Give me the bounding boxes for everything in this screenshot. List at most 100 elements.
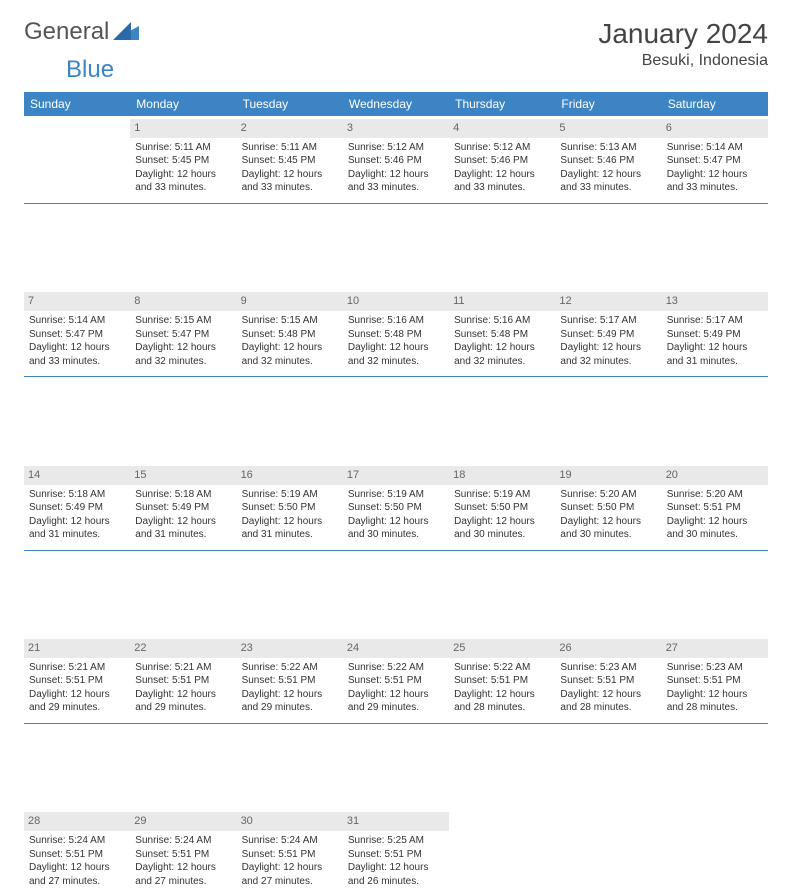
day-number: 13 bbox=[662, 292, 768, 311]
brand-text-1: General bbox=[24, 18, 109, 46]
week-row: 21Sunrise: 5:21 AMSunset: 5:51 PMDayligh… bbox=[24, 636, 768, 723]
sunset-line: Sunset: 5:47 PM bbox=[135, 328, 231, 342]
day-number: 17 bbox=[343, 466, 449, 485]
daylight-line: Daylight: 12 hours and 32 minutes. bbox=[135, 341, 231, 368]
sunset-line: Sunset: 5:45 PM bbox=[135, 154, 231, 168]
calendar-body: 1Sunrise: 5:11 AMSunset: 5:45 PMDaylight… bbox=[24, 116, 768, 896]
day-number: 30 bbox=[237, 812, 343, 831]
sunset-line: Sunset: 5:50 PM bbox=[454, 501, 550, 515]
calendar-head: SundayMondayTuesdayWednesdayThursdayFrid… bbox=[24, 92, 768, 116]
sunrise-line: Sunrise: 5:24 AM bbox=[29, 834, 125, 848]
day-cell: 3Sunrise: 5:12 AMSunset: 5:46 PMDaylight… bbox=[343, 116, 449, 203]
daylight-line: Daylight: 12 hours and 33 minutes. bbox=[242, 168, 338, 195]
day-cell: 23Sunrise: 5:22 AMSunset: 5:51 PMDayligh… bbox=[237, 636, 343, 723]
week-row: 7Sunrise: 5:14 AMSunset: 5:47 PMDaylight… bbox=[24, 289, 768, 376]
day-cell: 17Sunrise: 5:19 AMSunset: 5:50 PMDayligh… bbox=[343, 463, 449, 550]
daylight-line: Daylight: 12 hours and 29 minutes. bbox=[242, 688, 338, 715]
sunset-line: Sunset: 5:51 PM bbox=[135, 674, 231, 688]
brand-logo: General bbox=[24, 18, 139, 46]
day-number: 9 bbox=[237, 292, 343, 311]
sunrise-line: Sunrise: 5:11 AM bbox=[242, 141, 338, 155]
day-number: 31 bbox=[343, 812, 449, 831]
weekday-sunday: Sunday bbox=[24, 92, 130, 116]
day-cell: 22Sunrise: 5:21 AMSunset: 5:51 PMDayligh… bbox=[130, 636, 236, 723]
sunset-line: Sunset: 5:47 PM bbox=[667, 154, 763, 168]
sunrise-line: Sunrise: 5:22 AM bbox=[242, 661, 338, 675]
day-number: 8 bbox=[130, 292, 236, 311]
day-cell: 10Sunrise: 5:16 AMSunset: 5:48 PMDayligh… bbox=[343, 289, 449, 376]
sunset-line: Sunset: 5:51 PM bbox=[348, 674, 444, 688]
sunset-line: Sunset: 5:51 PM bbox=[667, 674, 763, 688]
day-number: 1 bbox=[130, 119, 236, 138]
day-cell: 4Sunrise: 5:12 AMSunset: 5:46 PMDaylight… bbox=[449, 116, 555, 203]
sunrise-line: Sunrise: 5:17 AM bbox=[667, 314, 763, 328]
sunrise-line: Sunrise: 5:19 AM bbox=[454, 488, 550, 502]
day-cell: 29Sunrise: 5:24 AMSunset: 5:51 PMDayligh… bbox=[130, 809, 236, 896]
sunrise-line: Sunrise: 5:15 AM bbox=[242, 314, 338, 328]
sunset-line: Sunset: 5:49 PM bbox=[135, 501, 231, 515]
day-number: 18 bbox=[449, 466, 555, 485]
day-cell: 15Sunrise: 5:18 AMSunset: 5:49 PMDayligh… bbox=[130, 463, 236, 550]
daylight-line: Daylight: 12 hours and 27 minutes. bbox=[242, 861, 338, 888]
day-cell: 21Sunrise: 5:21 AMSunset: 5:51 PMDayligh… bbox=[24, 636, 130, 723]
sunrise-line: Sunrise: 5:19 AM bbox=[242, 488, 338, 502]
sunset-line: Sunset: 5:51 PM bbox=[29, 674, 125, 688]
week-separator bbox=[24, 377, 768, 463]
day-number: 11 bbox=[449, 292, 555, 311]
sunrise-line: Sunrise: 5:17 AM bbox=[560, 314, 656, 328]
day-number: 14 bbox=[24, 466, 130, 485]
day-cell: 31Sunrise: 5:25 AMSunset: 5:51 PMDayligh… bbox=[343, 809, 449, 896]
weekday-thursday: Thursday bbox=[449, 92, 555, 116]
daylight-line: Daylight: 12 hours and 33 minutes. bbox=[348, 168, 444, 195]
daylight-line: Daylight: 12 hours and 29 minutes. bbox=[135, 688, 231, 715]
sunset-line: Sunset: 5:51 PM bbox=[242, 674, 338, 688]
day-cell: 28Sunrise: 5:24 AMSunset: 5:51 PMDayligh… bbox=[24, 809, 130, 896]
sunrise-line: Sunrise: 5:23 AM bbox=[560, 661, 656, 675]
sunset-line: Sunset: 5:51 PM bbox=[242, 848, 338, 862]
day-number: 7 bbox=[24, 292, 130, 311]
sunset-line: Sunset: 5:49 PM bbox=[667, 328, 763, 342]
day-number: 10 bbox=[343, 292, 449, 311]
sunset-line: Sunset: 5:50 PM bbox=[348, 501, 444, 515]
daylight-line: Daylight: 12 hours and 26 minutes. bbox=[348, 861, 444, 888]
day-cell: 5Sunrise: 5:13 AMSunset: 5:46 PMDaylight… bbox=[555, 116, 661, 203]
sunrise-line: Sunrise: 5:16 AM bbox=[348, 314, 444, 328]
day-cell: 27Sunrise: 5:23 AMSunset: 5:51 PMDayligh… bbox=[662, 636, 768, 723]
day-cell: 14Sunrise: 5:18 AMSunset: 5:49 PMDayligh… bbox=[24, 463, 130, 550]
sunset-line: Sunset: 5:51 PM bbox=[348, 848, 444, 862]
sunrise-line: Sunrise: 5:23 AM bbox=[667, 661, 763, 675]
day-cell: 18Sunrise: 5:19 AMSunset: 5:50 PMDayligh… bbox=[449, 463, 555, 550]
sunrise-line: Sunrise: 5:11 AM bbox=[135, 141, 231, 155]
day-number: 5 bbox=[555, 119, 661, 138]
daylight-line: Daylight: 12 hours and 27 minutes. bbox=[135, 861, 231, 888]
day-cell: 20Sunrise: 5:20 AMSunset: 5:51 PMDayligh… bbox=[662, 463, 768, 550]
day-cell: 7Sunrise: 5:14 AMSunset: 5:47 PMDaylight… bbox=[24, 289, 130, 376]
sunset-line: Sunset: 5:47 PM bbox=[29, 328, 125, 342]
day-number: 2 bbox=[237, 119, 343, 138]
day-number: 27 bbox=[662, 639, 768, 658]
daylight-line: Daylight: 12 hours and 27 minutes. bbox=[29, 861, 125, 888]
sunrise-line: Sunrise: 5:21 AM bbox=[135, 661, 231, 675]
sunset-line: Sunset: 5:46 PM bbox=[454, 154, 550, 168]
day-number: 12 bbox=[555, 292, 661, 311]
sunset-line: Sunset: 5:46 PM bbox=[348, 154, 444, 168]
daylight-line: Daylight: 12 hours and 31 minutes. bbox=[667, 341, 763, 368]
week-row: 14Sunrise: 5:18 AMSunset: 5:49 PMDayligh… bbox=[24, 463, 768, 550]
day-number: 25 bbox=[449, 639, 555, 658]
day-cell: 30Sunrise: 5:24 AMSunset: 5:51 PMDayligh… bbox=[237, 809, 343, 896]
daylight-line: Daylight: 12 hours and 31 minutes. bbox=[242, 515, 338, 542]
daylight-line: Daylight: 12 hours and 30 minutes. bbox=[667, 515, 763, 542]
sunset-line: Sunset: 5:50 PM bbox=[242, 501, 338, 515]
day-cell bbox=[449, 809, 555, 896]
sunset-line: Sunset: 5:50 PM bbox=[560, 501, 656, 515]
sunset-line: Sunset: 5:51 PM bbox=[454, 674, 550, 688]
day-cell: 9Sunrise: 5:15 AMSunset: 5:48 PMDaylight… bbox=[237, 289, 343, 376]
sunset-line: Sunset: 5:48 PM bbox=[454, 328, 550, 342]
brand-text-2: Blue bbox=[66, 56, 114, 83]
calendar-table: SundayMondayTuesdayWednesdayThursdayFrid… bbox=[24, 92, 768, 896]
day-cell: 2Sunrise: 5:11 AMSunset: 5:45 PMDaylight… bbox=[237, 116, 343, 203]
day-cell bbox=[24, 116, 130, 203]
sunset-line: Sunset: 5:51 PM bbox=[135, 848, 231, 862]
day-number: 15 bbox=[130, 466, 236, 485]
week-row: 28Sunrise: 5:24 AMSunset: 5:51 PMDayligh… bbox=[24, 809, 768, 896]
